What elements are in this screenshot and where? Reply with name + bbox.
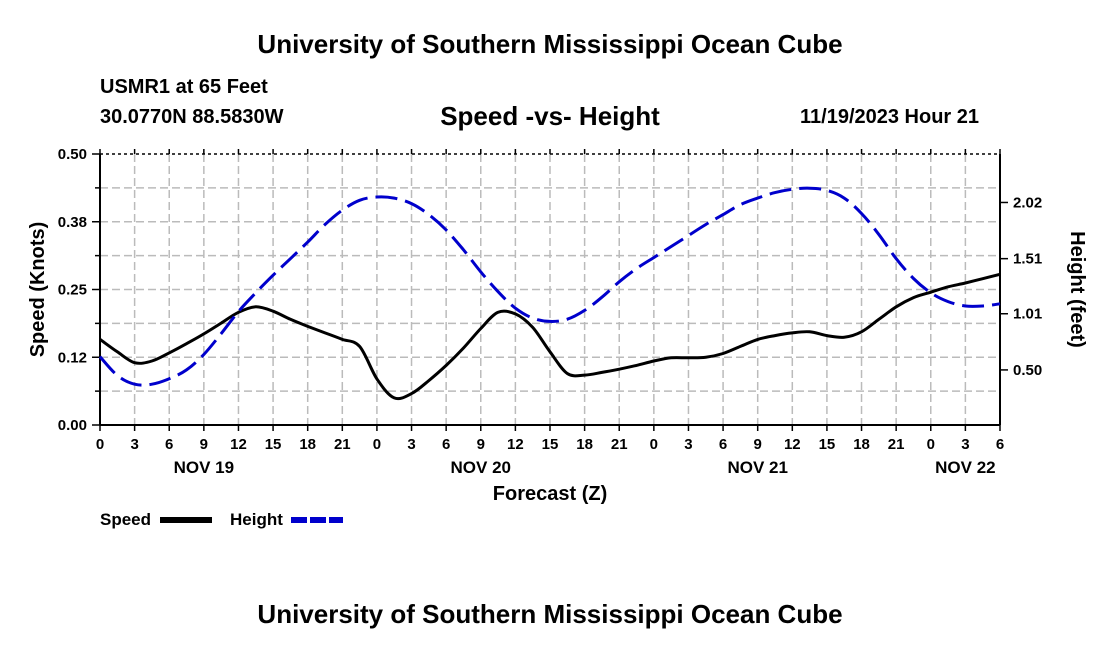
x-tick-label: 3 — [407, 436, 415, 453]
x-tick-label: 12 — [230, 436, 247, 453]
left-tick-label: 0.25 — [58, 282, 87, 299]
x-tick-label: 12 — [507, 436, 524, 453]
date-label: NOV 21 — [727, 458, 787, 477]
x-tick-label: 15 — [819, 436, 836, 453]
x-tick-label: 12 — [784, 436, 801, 453]
left-tick-label: 0.00 — [58, 417, 87, 434]
date-label: NOV 22 — [935, 458, 995, 477]
x-tick-label: 21 — [888, 436, 905, 453]
station-label: USMR1 at 65 Feet — [100, 76, 268, 98]
left-tick-label: 0.50 — [58, 146, 87, 163]
legend-speed-label: Speed — [100, 510, 151, 529]
right-tick-label: 0.50 — [1013, 362, 1042, 379]
x-tick-label: 18 — [299, 436, 316, 453]
x-tick-label: 3 — [684, 436, 692, 453]
coordinates-label: 30.0770N 88.5830W — [100, 106, 284, 128]
x-tick-label: 6 — [442, 436, 450, 453]
page-title: University of Southern Mississippi Ocean… — [257, 29, 843, 59]
x-tick-label: 6 — [165, 436, 173, 453]
series-line-speed — [99, 272, 1001, 401]
chart-subtitle: Speed -vs- Height — [440, 101, 660, 131]
x-tick-label: 18 — [576, 436, 593, 453]
x-tick-label: 21 — [611, 436, 628, 453]
series-line-height — [98, 186, 1001, 387]
x-tick-label: 0 — [373, 436, 381, 453]
x-tick-label: 0 — [650, 436, 658, 453]
x-axis-title: Forecast (Z) — [493, 483, 607, 505]
date-label: NOV 20 — [451, 458, 511, 477]
date-label: NOV 19 — [174, 458, 234, 477]
left-axis-title: Speed (Knots) — [27, 222, 49, 358]
x-tick-label: 21 — [334, 436, 351, 453]
right-tick-label: 1.01 — [1013, 306, 1042, 323]
x-tick-label: 6 — [719, 436, 727, 453]
x-tick-label: 9 — [754, 436, 762, 453]
right-tick-label: 1.51 — [1013, 251, 1042, 268]
right-axis-title: Height (feet) — [1066, 231, 1088, 348]
right-tick-label: 2.02 — [1013, 194, 1042, 211]
x-tick-label: 0 — [927, 436, 935, 453]
x-tick-label: 3 — [130, 436, 138, 453]
datetime-label: 11/19/2023 Hour 21 — [800, 106, 980, 128]
x-tick-label: 9 — [477, 436, 485, 453]
x-tick-label: 3 — [961, 436, 969, 453]
x-tick-label: 6 — [996, 436, 1004, 453]
x-tick-label: 0 — [96, 436, 104, 453]
x-tick-label: 18 — [853, 436, 870, 453]
x-tick-label: 15 — [542, 436, 559, 453]
x-tick-label: 15 — [265, 436, 282, 453]
legend-height-label: Height — [230, 510, 283, 529]
left-tick-label: 0.12 — [58, 349, 87, 366]
footer-title: University of Southern Mississippi Ocean… — [257, 599, 843, 629]
left-tick-label: 0.38 — [58, 214, 87, 231]
x-tick-label: 9 — [200, 436, 208, 453]
